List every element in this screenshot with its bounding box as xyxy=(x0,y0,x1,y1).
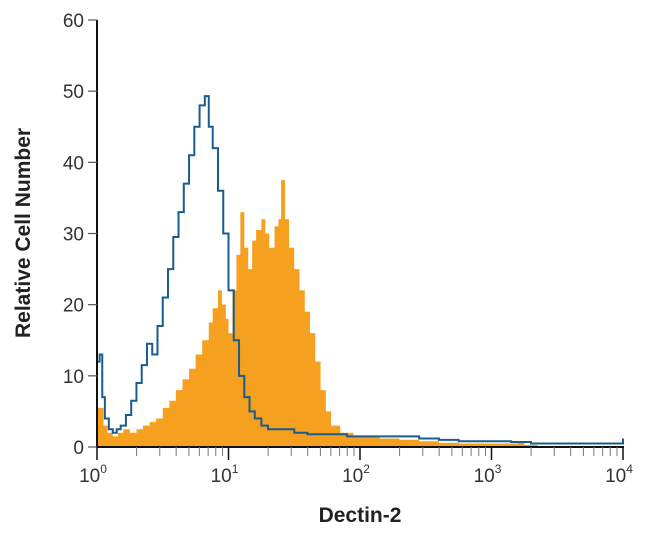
y-tick-label: 30 xyxy=(63,225,84,246)
x-tick-label: 103 xyxy=(474,462,502,487)
x-tick-label: 104 xyxy=(605,462,633,487)
y-tick-label: 40 xyxy=(63,153,84,174)
stained-histogram-fill xyxy=(97,180,623,447)
y-tick-label: 60 xyxy=(63,11,84,32)
plot-area xyxy=(97,95,624,447)
y-tick-label: 10 xyxy=(63,367,84,388)
x-axis-title: Dectin-2 xyxy=(319,504,402,527)
y-tick-label: 20 xyxy=(63,296,84,317)
y-ticks: 0 10 20 30 40 50 60 xyxy=(63,11,97,459)
y-axis: 0 10 20 30 40 50 60 Relative Cell Number xyxy=(12,11,98,459)
x-tick-label: 100 xyxy=(79,462,107,487)
x-tick-label: 101 xyxy=(211,462,239,487)
y-tick-label: 0 xyxy=(73,438,84,459)
x-ticks: 100 101 102 103 104 xyxy=(79,447,633,487)
control-histogram-outline xyxy=(97,95,624,445)
x-axis: 100 101 102 103 104 Dectin-2 xyxy=(79,446,633,527)
y-tick-label: 50 xyxy=(63,82,84,103)
x-tick-label: 102 xyxy=(342,462,370,487)
y-axis-title: Relative Cell Number xyxy=(12,128,35,338)
